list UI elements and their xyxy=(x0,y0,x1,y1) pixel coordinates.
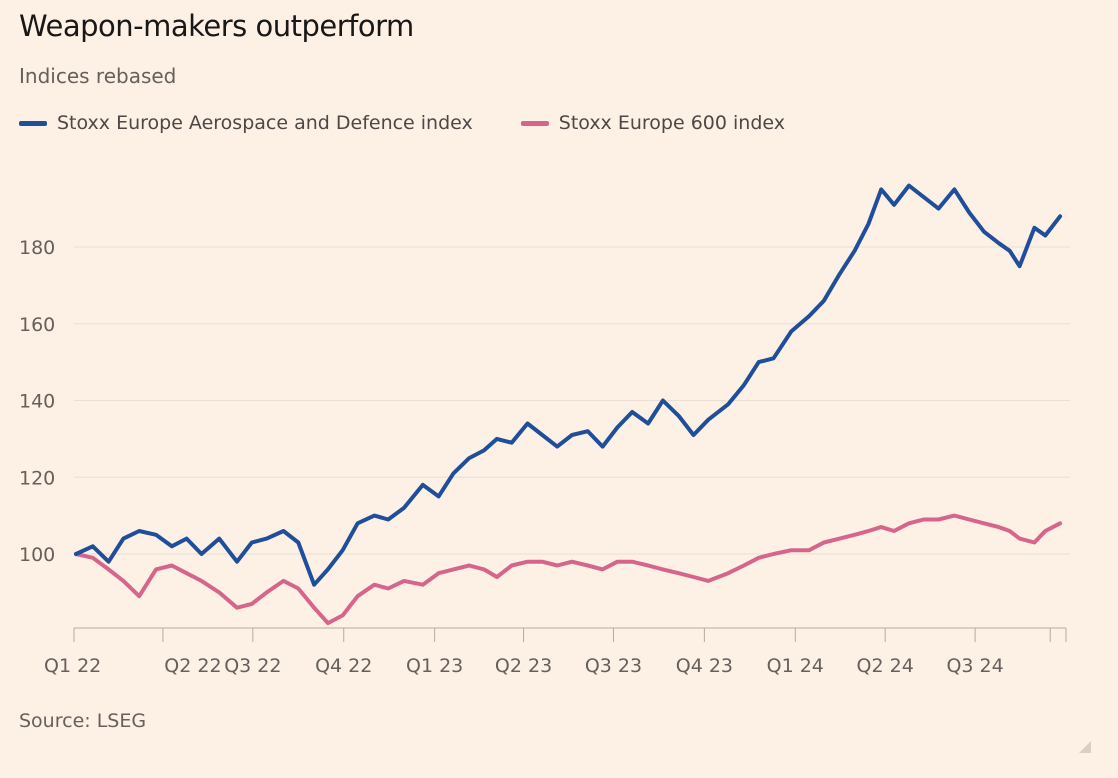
resize-corner-icon xyxy=(1079,741,1091,753)
legend-swatch-stoxx600 xyxy=(520,120,549,126)
legend-label-defence: Stoxx Europe Aerospace and Defence index xyxy=(57,112,473,134)
x-tick-label-4: Q1 23 xyxy=(406,655,463,677)
y-tick-label-180: 180 xyxy=(19,237,55,259)
series-line-stoxx600 xyxy=(74,513,1063,626)
x-tick-label-10: Q3 24 xyxy=(946,655,1003,677)
y-tick-label-160: 160 xyxy=(19,314,55,336)
x-tick-label-2: Q3 22 xyxy=(224,655,281,677)
legend-swatch-defence xyxy=(19,120,47,126)
y-tick-label-140: 140 xyxy=(19,391,55,413)
y-tick-label-120: 120 xyxy=(19,467,55,489)
series-line-defence xyxy=(74,183,1063,587)
x-tick-label-0: Q1 22 xyxy=(44,655,101,677)
x-tick-label-3: Q4 22 xyxy=(315,655,372,677)
x-tick-label-5: Q2 23 xyxy=(495,655,552,677)
x-tick-label-8: Q1 24 xyxy=(767,655,824,677)
x-tick-label-6: Q3 23 xyxy=(585,655,642,677)
y-tick-label-100: 100 xyxy=(19,544,55,566)
legend-item-defence: Stoxx Europe Aerospace and Defence index xyxy=(19,112,473,134)
legend-label-stoxx600: Stoxx Europe 600 index xyxy=(558,112,785,134)
source-note: Source: LSEG xyxy=(19,710,147,732)
x-tick-label-1: Q2 22 xyxy=(164,655,221,677)
x-tick-label-9: Q2 24 xyxy=(857,655,914,677)
chart-subtitle: Indices rebased xyxy=(19,64,177,88)
x-tick-label-7: Q4 23 xyxy=(676,655,733,677)
legend-item-stoxx600: Stoxx Europe 600 index xyxy=(520,112,785,134)
chart-title: Weapon-makers outperform xyxy=(19,9,414,43)
legend: Stoxx Europe Aerospace and Defence index… xyxy=(19,112,833,134)
